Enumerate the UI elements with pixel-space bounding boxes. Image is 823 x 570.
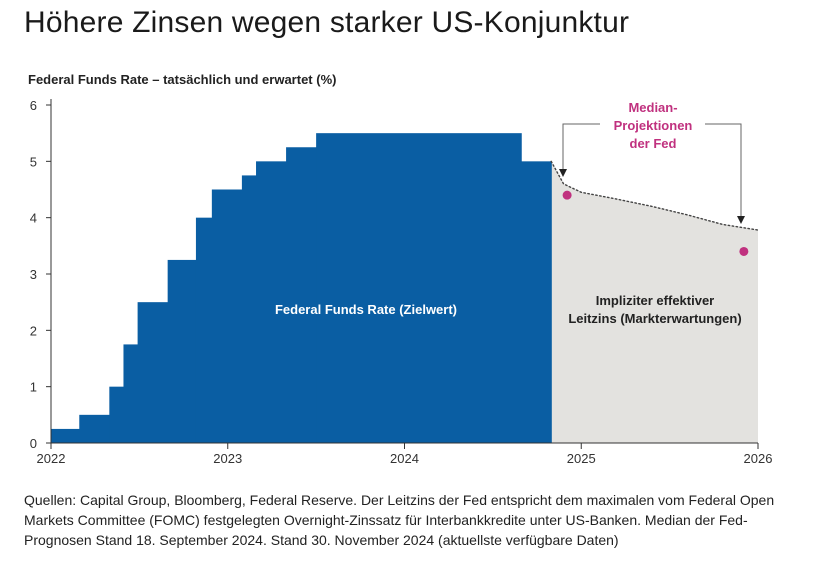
- implied-area-group: [551, 161, 758, 443]
- implied-label-line2: Leitzins (Markterwartungen): [568, 311, 741, 326]
- x-tick-label: 2023: [213, 451, 242, 466]
- median-points-group: [562, 190, 749, 256]
- fed-funds-area-group: [51, 133, 552, 443]
- annotation-arrows-group: [559, 123, 745, 224]
- x-tick-label: 2024: [390, 451, 419, 466]
- median-arrow-left-head: [559, 169, 567, 177]
- page-title: Höhere Zinsen wegen starker US-Konjunktu…: [24, 6, 630, 39]
- y-tick-label: 0: [30, 436, 37, 451]
- y-tick-label: 1: [30, 380, 37, 395]
- chart-container: Federal Funds Rate – tatsächlich und erw…: [0, 60, 823, 480]
- fed-funds-step: [286, 147, 317, 443]
- axes-group: 0 1 2 3 4 5 6 2022 2023 2024 2025 2026: [30, 98, 773, 466]
- y-tick-label: 2: [30, 323, 37, 338]
- labels-group: Federal Funds Rate (Zielwert) Impliziter…: [275, 100, 742, 326]
- fed-funds-step: [195, 217, 213, 443]
- median-point: [562, 190, 572, 200]
- fed-funds-step: [521, 161, 552, 443]
- x-tick-label: 2022: [37, 451, 66, 466]
- y-tick-label: 5: [30, 154, 37, 169]
- median-label-line2: Projektionen: [614, 118, 693, 133]
- fed-funds-step: [109, 386, 125, 443]
- median-arrow-right-head: [737, 216, 745, 224]
- fed-funds-step: [79, 414, 110, 443]
- median-arrow-right-line: [705, 123, 742, 217]
- median-label-line3: der Fed: [630, 136, 677, 151]
- chart-svg: Federal Funds Rate – tatsächlich und erw…: [28, 72, 773, 466]
- y-tick-label: 4: [30, 211, 37, 226]
- fed-funds-label: Federal Funds Rate (Zielwert): [275, 302, 457, 317]
- fed-funds-step: [316, 133, 522, 443]
- fed-funds-step: [211, 189, 243, 443]
- y-tick-label: 6: [30, 98, 37, 113]
- fed-funds-step: [167, 259, 197, 443]
- fed-funds-step: [137, 302, 169, 443]
- fed-funds-step: [123, 344, 139, 443]
- fed-funds-step: [241, 175, 257, 443]
- implied-area: [551, 161, 758, 443]
- implied-curve-group: [550, 160, 759, 231]
- y-tick-label: 3: [30, 267, 37, 282]
- median-label-line1: Median-: [628, 100, 677, 115]
- fed-funds-step: [256, 161, 287, 443]
- median-point: [739, 246, 749, 256]
- x-tick-label: 2025: [567, 451, 596, 466]
- implied-label-line1: Impliziter effektiver: [596, 293, 715, 308]
- source-note: Quellen: Capital Group, Bloomberg, Feder…: [24, 492, 775, 548]
- implied-curve-line: [550, 160, 759, 231]
- fed-funds-step: [51, 428, 80, 443]
- chart-title: Federal Funds Rate – tatsächlich und erw…: [28, 72, 336, 87]
- median-arrow-left-line: [562, 123, 600, 170]
- x-tick-label: 2026: [744, 451, 773, 466]
